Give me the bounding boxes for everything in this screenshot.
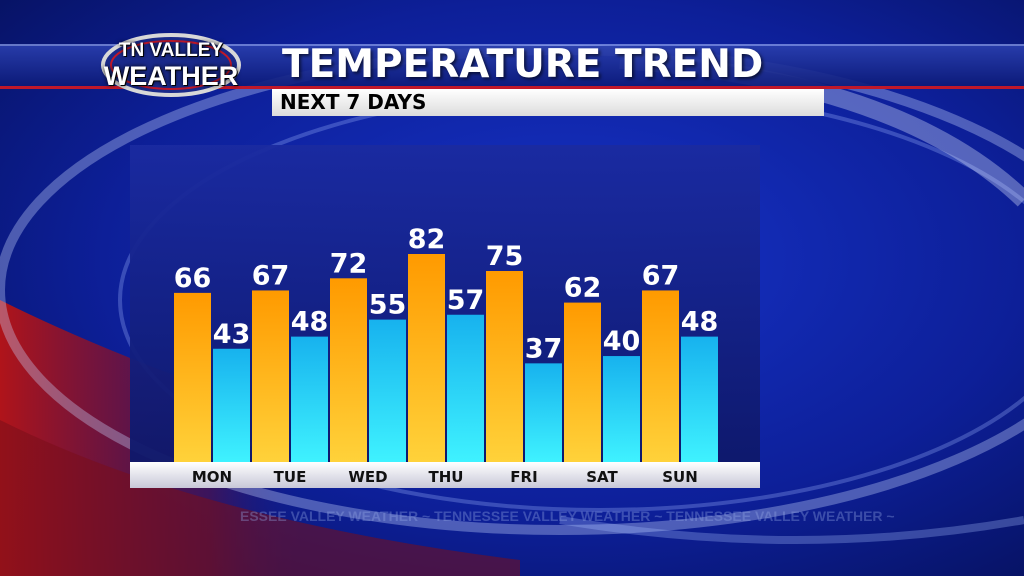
bar-high-fri — [486, 271, 523, 462]
bar-low-sat — [603, 356, 640, 462]
bar-high-tue — [252, 290, 289, 462]
bar-low-tue — [291, 336, 328, 462]
category-label-sat: SAT — [586, 468, 618, 486]
logo-text-line2: WEATHER — [103, 61, 239, 91]
value-label-high-mon: 66 — [174, 263, 212, 294]
bar-low-thu — [447, 314, 484, 462]
category-label-wed: WED — [348, 468, 387, 486]
logo-text-line1: TN VALLEY — [118, 40, 224, 61]
value-label-high-sun: 67 — [642, 260, 680, 291]
category-label-fri: FRI — [510, 468, 537, 486]
category-label-sun: SUN — [662, 468, 698, 486]
bar-low-fri — [525, 363, 562, 462]
subtitle-bar: NEXT 7 DAYS — [272, 89, 824, 116]
bar-high-wed — [330, 278, 367, 462]
value-label-low-thu: 57 — [447, 285, 485, 316]
value-label-high-fri: 75 — [486, 241, 524, 272]
value-label-low-mon: 43 — [213, 319, 251, 350]
page-title: TEMPERATURE TREND — [282, 42, 764, 87]
bar-low-mon — [213, 348, 250, 462]
category-axis-strip — [130, 462, 760, 488]
page-subtitle: NEXT 7 DAYS — [280, 90, 427, 114]
value-label-high-tue: 67 — [252, 260, 290, 291]
watermark-text: ESSEE VALLEY WEATHER ~ TENNESSEE VALLEY … — [240, 508, 895, 524]
category-label-mon: MON — [192, 468, 232, 486]
station-logo: TN VALLEY WEATHER — [96, 30, 246, 100]
value-label-low-sun: 48 — [681, 307, 719, 338]
bar-high-sun — [642, 290, 679, 462]
value-label-high-thu: 82 — [408, 224, 446, 255]
category-label-thu: THU — [429, 468, 464, 486]
value-label-low-wed: 55 — [369, 290, 407, 321]
bar-high-sat — [564, 302, 601, 462]
bar-high-mon — [174, 292, 211, 462]
value-label-high-sat: 62 — [564, 273, 602, 304]
bar-low-wed — [369, 319, 406, 462]
bar-low-sun — [681, 336, 718, 462]
value-label-low-sat: 40 — [603, 326, 641, 357]
value-label-low-tue: 48 — [291, 307, 329, 338]
value-label-low-fri: 37 — [525, 333, 563, 364]
category-label-tue: TUE — [274, 468, 307, 486]
bar-high-thu — [408, 254, 445, 462]
logo-oval-icon — [101, 33, 241, 97]
value-label-high-wed: 72 — [330, 248, 368, 279]
